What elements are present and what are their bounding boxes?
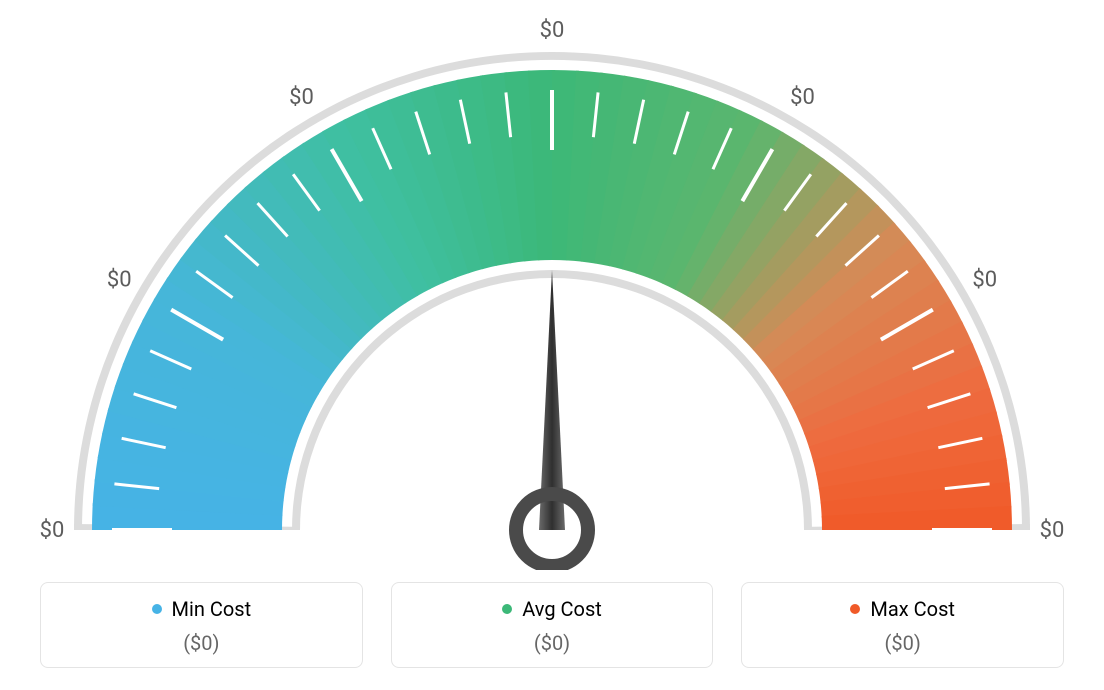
svg-text:$0: $0 [289,85,314,110]
legend-card-max: Max Cost ($0) [741,582,1064,668]
svg-text:$0: $0 [790,85,815,110]
legend-dot-min [152,604,162,614]
legend-value-max: ($0) [752,631,1053,655]
legend-text-min: Min Cost [172,597,252,621]
svg-text:$0: $0 [1040,518,1065,543]
legend-value-min: ($0) [51,631,352,655]
legend-label: Min Cost [152,597,252,621]
legend-row: Min Cost ($0) Avg Cost ($0) Max Cost ($0… [0,582,1104,668]
legend-text-avg: Avg Cost [522,597,602,621]
gauge-chart: $0 $0 $0 $0 $0 $0 $0 [32,10,1072,570]
legend-text-max: Max Cost [870,597,955,621]
legend-card-avg: Avg Cost ($0) [391,582,714,668]
svg-text:$0: $0 [972,268,997,293]
legend-label: Avg Cost [502,597,602,621]
legend-card-min: Min Cost ($0) [40,582,363,668]
svg-text:$0: $0 [40,518,65,543]
svg-text:$0: $0 [107,268,132,293]
svg-text:$0: $0 [540,18,565,43]
legend-dot-max [850,604,860,614]
legend-value-avg: ($0) [402,631,703,655]
legend-dot-avg [502,604,512,614]
legend-label: Max Cost [850,597,955,621]
